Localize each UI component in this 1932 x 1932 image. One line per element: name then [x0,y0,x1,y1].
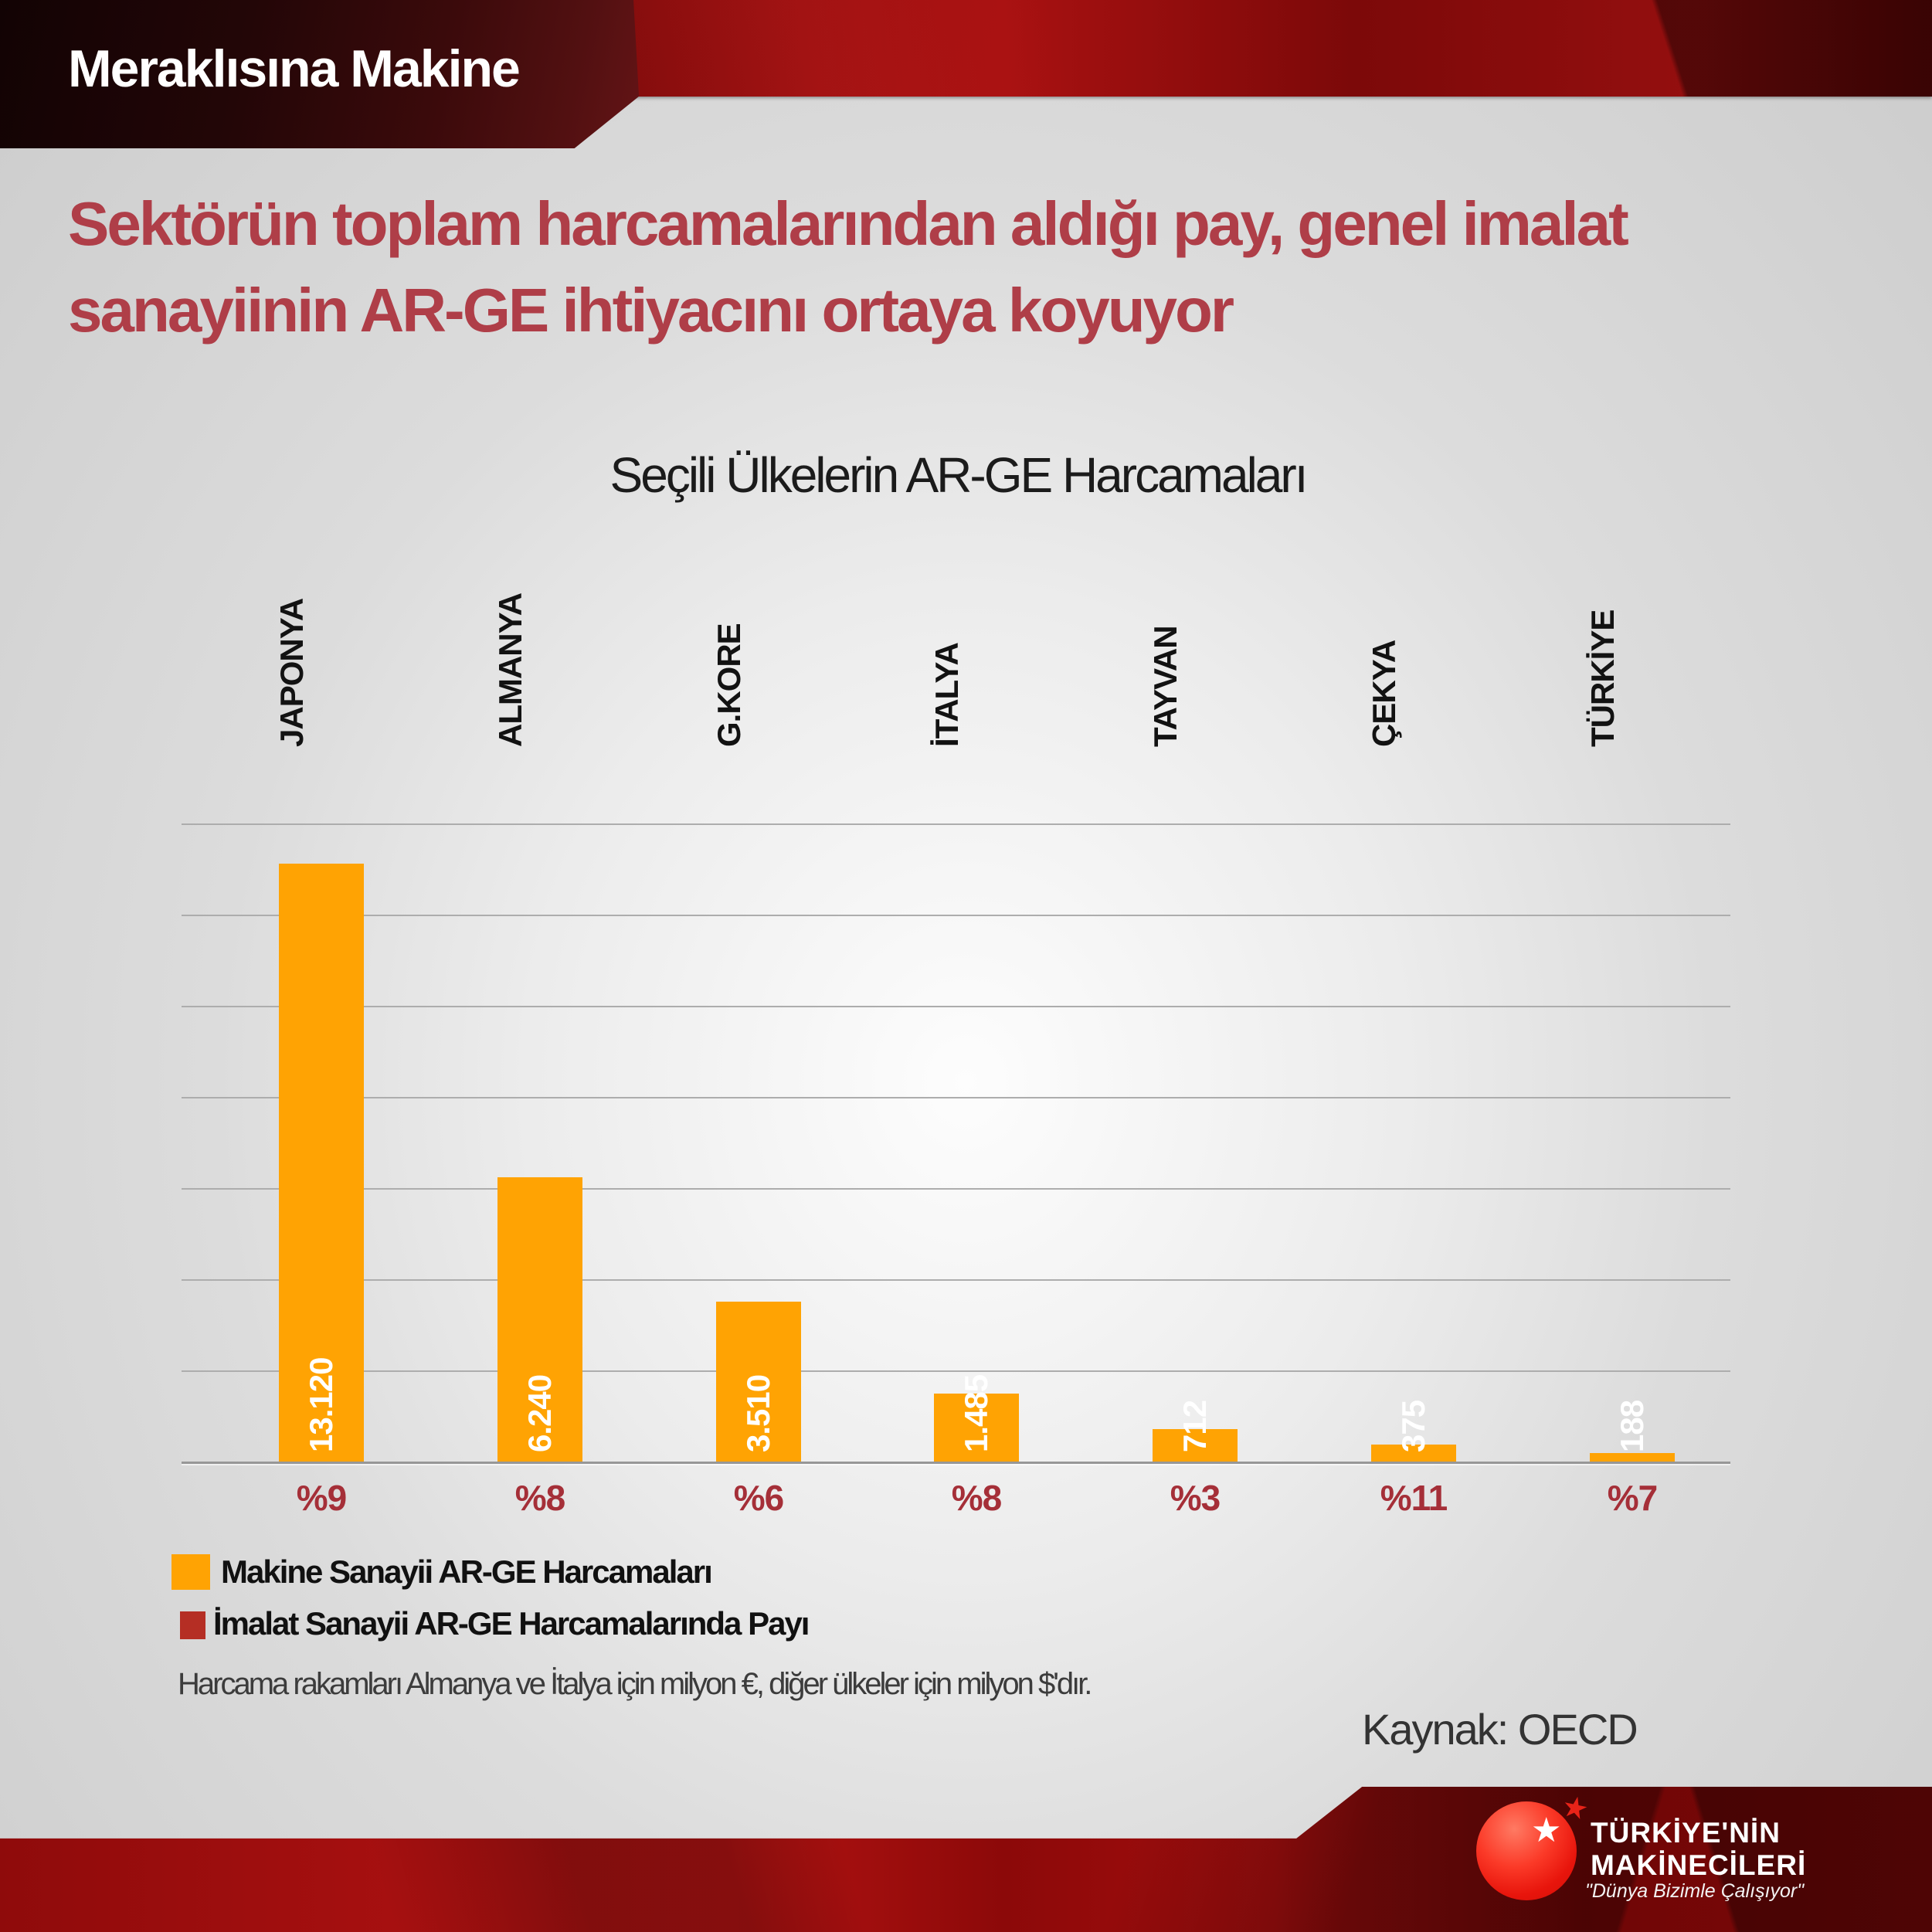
logo-slogan: "Dünya Bizimle Çalışıyor" [1585,1880,1805,1902]
legend-swatch-manufacturing-share [180,1611,205,1639]
gridline [182,915,1730,916]
gridline [182,1370,1730,1372]
logo-circle [1476,1801,1577,1900]
legend-label-manufacturing-share: İmalat Sanayii AR-GE Harcamalarında Payı [213,1605,810,1642]
top-banner-title-band [0,0,640,148]
percent-label: %8 [951,1478,1002,1518]
percent-label: %11 [1380,1478,1448,1518]
category-label-i̇talya: İTALYA [929,643,965,747]
bar-tayvan [1153,1429,1238,1462]
page-kicker-title: Meraklısına Makine [68,39,521,98]
legend-swatch-machinery-spending [171,1554,210,1590]
percent-label: %7 [1607,1478,1658,1518]
bar-value-label: 13.120 [303,1357,339,1452]
gridline [182,1279,1730,1281]
percent-label: %6 [733,1478,784,1518]
category-label-çekya: ÇEKYA [1366,640,1402,747]
bar-çekya [1371,1445,1456,1462]
source-note: Kaynak: OECD [1362,1705,1638,1754]
gridline [182,1188,1730,1190]
category-label-almanya: ALMANYA [492,593,528,747]
legend-label-machinery-spending: Makine Sanayii AR-GE Harcamaları [221,1553,713,1590]
category-label-japonya: JAPONYA [273,598,310,747]
chart-title: Seçili Ülkelerin AR-GE Harcamaları [609,447,1309,503]
category-label-g.kore: G.KORE [711,623,747,747]
bar-value-label: 1.485 [958,1374,994,1452]
bar-value-label: 712 [1177,1400,1213,1452]
bar-i̇talya [934,1394,1019,1462]
gridline [182,1097,1730,1098]
footnote: Harcama rakamları Almanya ve İtalya için… [178,1667,1092,1701]
category-label-tayvan: TAYVAN [1147,626,1183,747]
bar-value-label: 375 [1395,1400,1431,1452]
bar-value-label: 6.240 [521,1374,558,1452]
percent-label: %8 [514,1478,565,1518]
bar-value-label: 3.510 [740,1374,776,1452]
star-icon: ★ [1531,1811,1562,1849]
bar-g.kore [716,1302,801,1462]
logo-name-line-2: MAKİNECİLERİ [1591,1849,1807,1881]
headline: Sektörün toplam harcamalarından aldığı p… [68,181,1629,354]
gridline [182,823,1730,825]
gridline [182,1006,1730,1007]
percent-label: %3 [1170,1478,1221,1518]
bar-almanya [497,1177,582,1462]
headline-line-2: sanayiinin AR-GE ihtiyacını ortaya koyuy… [68,276,1234,345]
bar-value-label: 188 [1614,1400,1650,1452]
bar-japonya [279,864,364,1462]
percent-label: %9 [296,1478,347,1518]
x-axis-line [182,1462,1730,1464]
bar-türki̇ye [1590,1453,1675,1462]
logo-name-line-1: TÜRKİYE'NİN [1591,1817,1781,1849]
headline-line-1: Sektörün toplam harcamalarından aldığı p… [68,189,1629,258]
category-label-türki̇ye: TÜRKİYE [1584,609,1621,747]
